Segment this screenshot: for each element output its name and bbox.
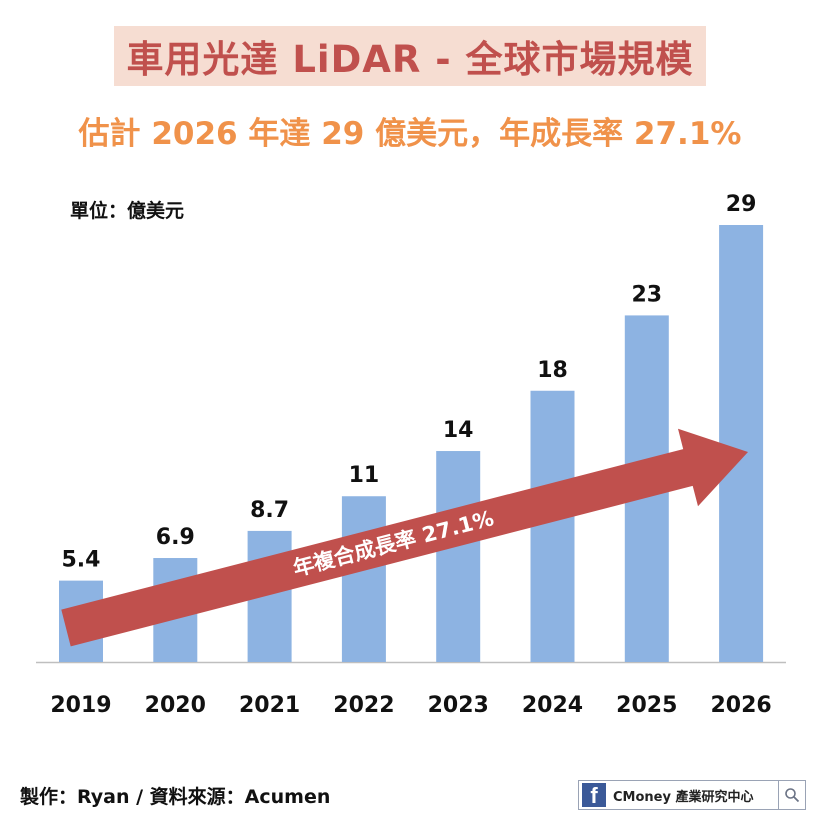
x-tick-label-2025: 2025 (616, 693, 677, 718)
chart-subtitle: 估計 2026 年達 29 億美元，年成長率 27.1% (78, 116, 742, 152)
chart-title: 車用光達 LiDAR - 全球市場規模 (114, 26, 706, 86)
bar-2026 (719, 225, 764, 662)
bar-2023 (436, 451, 481, 662)
value-label-2025: 23 (631, 282, 662, 307)
value-label-2019: 5.4 (62, 548, 101, 573)
value-label-2022: 11 (349, 463, 380, 488)
value-label-2020: 6.9 (156, 525, 195, 550)
bar-2022 (341, 496, 386, 662)
value-label-2026: 29 (726, 192, 757, 217)
x-tick-label-2023: 2023 (428, 693, 489, 718)
value-label-2023: 14 (443, 418, 474, 443)
facebook-icon: f (582, 783, 606, 807)
x-tick-label-2021: 2021 (239, 693, 300, 718)
search-icon[interactable] (778, 781, 805, 809)
x-tick-label-2019: 2019 (50, 693, 111, 718)
credit-text: 製作：Ryan / 資料來源：Acumen (20, 786, 331, 808)
value-label-2024: 18 (537, 358, 568, 383)
growth-arrow (61, 428, 749, 647)
value-label-2021: 8.7 (250, 498, 289, 523)
brand-text: CMoney 產業研究中心 (613, 789, 754, 805)
x-tick-label-2024: 2024 (522, 693, 583, 718)
x-tick-label-2026: 2026 (710, 693, 771, 718)
x-tick-label-2020: 2020 (145, 693, 206, 718)
brand-badge[interactable]: f CMoney 產業研究中心 (578, 780, 806, 810)
x-tick-label-2022: 2022 (333, 693, 394, 718)
unit-label: 單位：億美元 (70, 200, 185, 222)
bar-2024 (530, 390, 575, 662)
title-container: 車用光達 LiDAR - 全球市場規模 (0, 26, 820, 86)
